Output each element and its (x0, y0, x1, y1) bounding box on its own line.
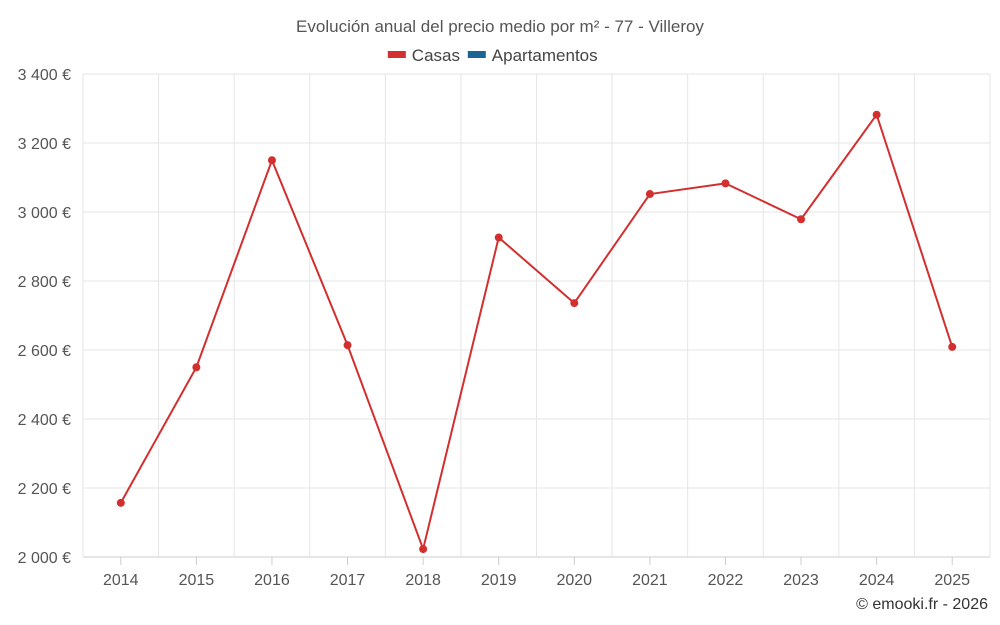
data-point[interactable] (116, 498, 125, 507)
data-point[interactable] (419, 545, 428, 554)
data-point[interactable] (797, 215, 806, 224)
x-tick-label: 2021 (632, 572, 668, 589)
series-layer (116, 110, 957, 554)
x-tick-label: 2015 (179, 572, 215, 589)
x-tick-label: 2022 (708, 572, 744, 589)
x-tick-label: 2017 (330, 572, 366, 589)
y-tick-label: 2 400 € (18, 412, 71, 429)
x-tick-label: 2020 (556, 572, 592, 589)
legend-item-casas[interactable]: Casas (387, 46, 460, 65)
y-tick-label: 3 400 € (18, 67, 71, 84)
grid (82, 73, 991, 558)
data-point[interactable] (267, 156, 276, 165)
x-tick-label: 2018 (405, 572, 441, 589)
y-tick-label: 2 600 € (18, 343, 71, 360)
x-tick-label: 2019 (481, 572, 517, 589)
data-point[interactable] (721, 179, 730, 188)
y-tick-label: 3 200 € (18, 136, 71, 153)
x-axis: 2014 2015 2016 2017 2018 2019 2020 2021 2022 2023… (103, 557, 970, 589)
x-tick-label: 2024 (859, 572, 895, 589)
legend: Casas Apartamentos (387, 46, 598, 65)
legend-item-apartamentos[interactable]: Apartamentos (467, 46, 598, 65)
legend-label: Apartamentos (492, 46, 598, 65)
data-point[interactable] (645, 190, 654, 199)
series-line-casas (119, 113, 954, 551)
x-tick-label: 2025 (934, 572, 970, 589)
data-point[interactable] (494, 233, 503, 242)
credit-text: © emooki.fr - 2026 (856, 596, 988, 613)
x-tick-label: 2014 (103, 572, 139, 589)
data-point[interactable] (343, 341, 352, 350)
y-tick-label: 2 800 € (18, 274, 71, 291)
legend-label: Casas (412, 46, 460, 65)
data-point[interactable] (192, 363, 201, 372)
y-axis: 2 000 € 2 200 € 2 400 € 2 600 € 2 800 € 3 000… (18, 67, 71, 567)
y-tick-label: 3 000 € (18, 205, 71, 222)
legend-swatch (467, 51, 486, 58)
data-point[interactable] (570, 299, 579, 308)
chart-title: Evolución anual del precio medio por m² … (296, 17, 704, 36)
y-tick-label: 2 200 € (18, 481, 71, 498)
x-tick-label: 2023 (783, 572, 819, 589)
x-tick-label: 2016 (254, 572, 290, 589)
data-point[interactable] (872, 110, 881, 119)
y-tick-label: 2 000 € (18, 550, 71, 567)
legend-swatch (387, 51, 406, 58)
data-point[interactable] (948, 342, 957, 351)
